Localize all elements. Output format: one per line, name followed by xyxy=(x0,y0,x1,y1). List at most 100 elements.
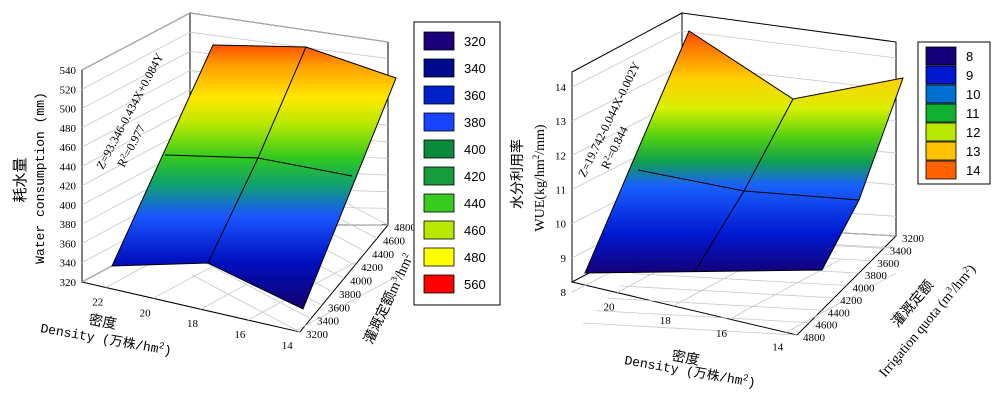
y-tick-label: 3800 xyxy=(865,270,888,282)
gridline xyxy=(191,274,301,333)
y-tick-label: 3400 xyxy=(317,316,340,328)
legend-swatch xyxy=(925,141,957,161)
y-tick-label: 4600 xyxy=(815,320,838,332)
y-tick-label: 3600 xyxy=(328,302,351,314)
z-tick-label: 14 xyxy=(555,82,567,94)
gridline xyxy=(571,64,683,122)
z-tick-label: 360 xyxy=(60,238,77,250)
right-z-ticks: 8 9 10 11 12 13 14 xyxy=(555,82,567,299)
right-surface xyxy=(584,30,904,274)
gridline xyxy=(189,31,389,60)
x-tick-label: 18 xyxy=(660,315,672,327)
gridline xyxy=(81,51,191,109)
legend-label: 380 xyxy=(464,115,486,130)
gridline xyxy=(607,297,822,311)
y-tick-label: 4200 xyxy=(361,262,384,274)
legend-swatch xyxy=(423,274,455,294)
legend-label: 320 xyxy=(464,34,486,49)
gridline xyxy=(189,12,389,43)
left-surface-face xyxy=(111,44,397,310)
legend-swatch xyxy=(925,65,957,85)
x-tick-label: 20 xyxy=(604,302,616,314)
gridline xyxy=(81,31,191,90)
right-z-label-cn: 水分利用率 xyxy=(509,139,526,209)
legend-swatch xyxy=(423,58,455,78)
legend-swatch xyxy=(423,112,455,132)
legend-label: 14 xyxy=(966,163,980,178)
legend-label: 480 xyxy=(464,250,486,265)
legend-label: 560 xyxy=(464,277,486,292)
x-tick-label: 14 xyxy=(772,341,784,353)
y-tick-label: 4200 xyxy=(840,295,863,307)
legend-swatch xyxy=(925,46,957,66)
legend-swatch xyxy=(423,220,455,240)
right-x-label-cn: 密度 xyxy=(670,347,701,369)
z-tick-label: 13 xyxy=(555,116,567,128)
left-x-ticks: 22 20 18 16 14 xyxy=(92,296,293,351)
right-surface-mesh xyxy=(694,98,794,272)
y-tick-label: 3200 xyxy=(902,233,925,245)
z-tick-label: 10 xyxy=(555,219,567,231)
y-tick-label: 3400 xyxy=(890,245,913,257)
legend-label: 360 xyxy=(464,88,486,103)
gridline xyxy=(81,108,191,167)
y-tick-label: 4000 xyxy=(853,283,876,295)
x-tick-label: 14 xyxy=(282,340,294,352)
z-tick-label: 320 xyxy=(60,277,77,289)
legend-swatch xyxy=(423,247,455,267)
y-tick-label: 3600 xyxy=(877,258,900,270)
gridline xyxy=(620,285,835,299)
left-z-ticks: 320 340 360 380 400 420 440 460 480 500 520 540 xyxy=(60,65,77,289)
y-tick-label: 3800 xyxy=(339,289,362,301)
y-tick-label: 4400 xyxy=(372,249,395,261)
y-tick-label: 4800 xyxy=(803,332,826,344)
left-z-label-en: Water consumption (mm) xyxy=(33,92,48,264)
legend-label: 11 xyxy=(966,106,980,121)
legend-label: 400 xyxy=(464,142,486,157)
z-tick-label: 540 xyxy=(60,65,77,77)
z-tick-label: 500 xyxy=(60,104,77,116)
z-tick-label: 340 xyxy=(60,258,77,270)
gridline xyxy=(571,30,683,88)
legend-swatch xyxy=(925,160,957,180)
x-tick-label: 18 xyxy=(187,318,199,330)
right-surface-face xyxy=(584,30,904,274)
left-surface-mesh xyxy=(207,46,307,264)
gridline xyxy=(202,261,312,319)
z-tick-label: 440 xyxy=(60,161,77,173)
legend-label: 10 xyxy=(966,87,980,102)
gridline xyxy=(295,272,404,332)
z-tick-label: 420 xyxy=(60,181,77,193)
legend-swatch xyxy=(423,31,455,51)
x-tick-label: 20 xyxy=(140,307,152,319)
legend-swatch xyxy=(423,85,455,105)
gridline xyxy=(81,89,191,148)
y-tick-label: 4400 xyxy=(828,307,851,319)
left-x-label-cn: 密度 xyxy=(87,311,118,333)
legend-label: 8 xyxy=(966,49,973,64)
legend-swatch xyxy=(423,166,455,186)
legend-swatch xyxy=(925,84,957,104)
x-tick-label: 16 xyxy=(234,329,246,341)
z-tick-label: 460 xyxy=(60,142,77,154)
legend-label: 13 xyxy=(966,144,980,159)
legend-swatch xyxy=(925,103,957,123)
x-tick-label: 16 xyxy=(716,328,728,340)
left-legend: 320 340 360 380 400 420 440 460 480 560 xyxy=(413,21,501,306)
legend-label: 340 xyxy=(464,61,486,76)
right-legend: 8 9 10 11 12 13 14 xyxy=(917,41,991,185)
y-tick-label: 4600 xyxy=(383,235,406,247)
legend-label: 440 xyxy=(464,196,486,211)
z-tick-label: 380 xyxy=(60,219,77,231)
legend-label: 420 xyxy=(464,169,486,184)
legend-swatch xyxy=(423,139,455,159)
x-tick-label: 22 xyxy=(92,296,103,308)
gridline xyxy=(681,30,897,59)
y-tick-label: 3200 xyxy=(306,329,329,341)
gridline xyxy=(582,322,798,336)
gridline xyxy=(595,310,810,324)
